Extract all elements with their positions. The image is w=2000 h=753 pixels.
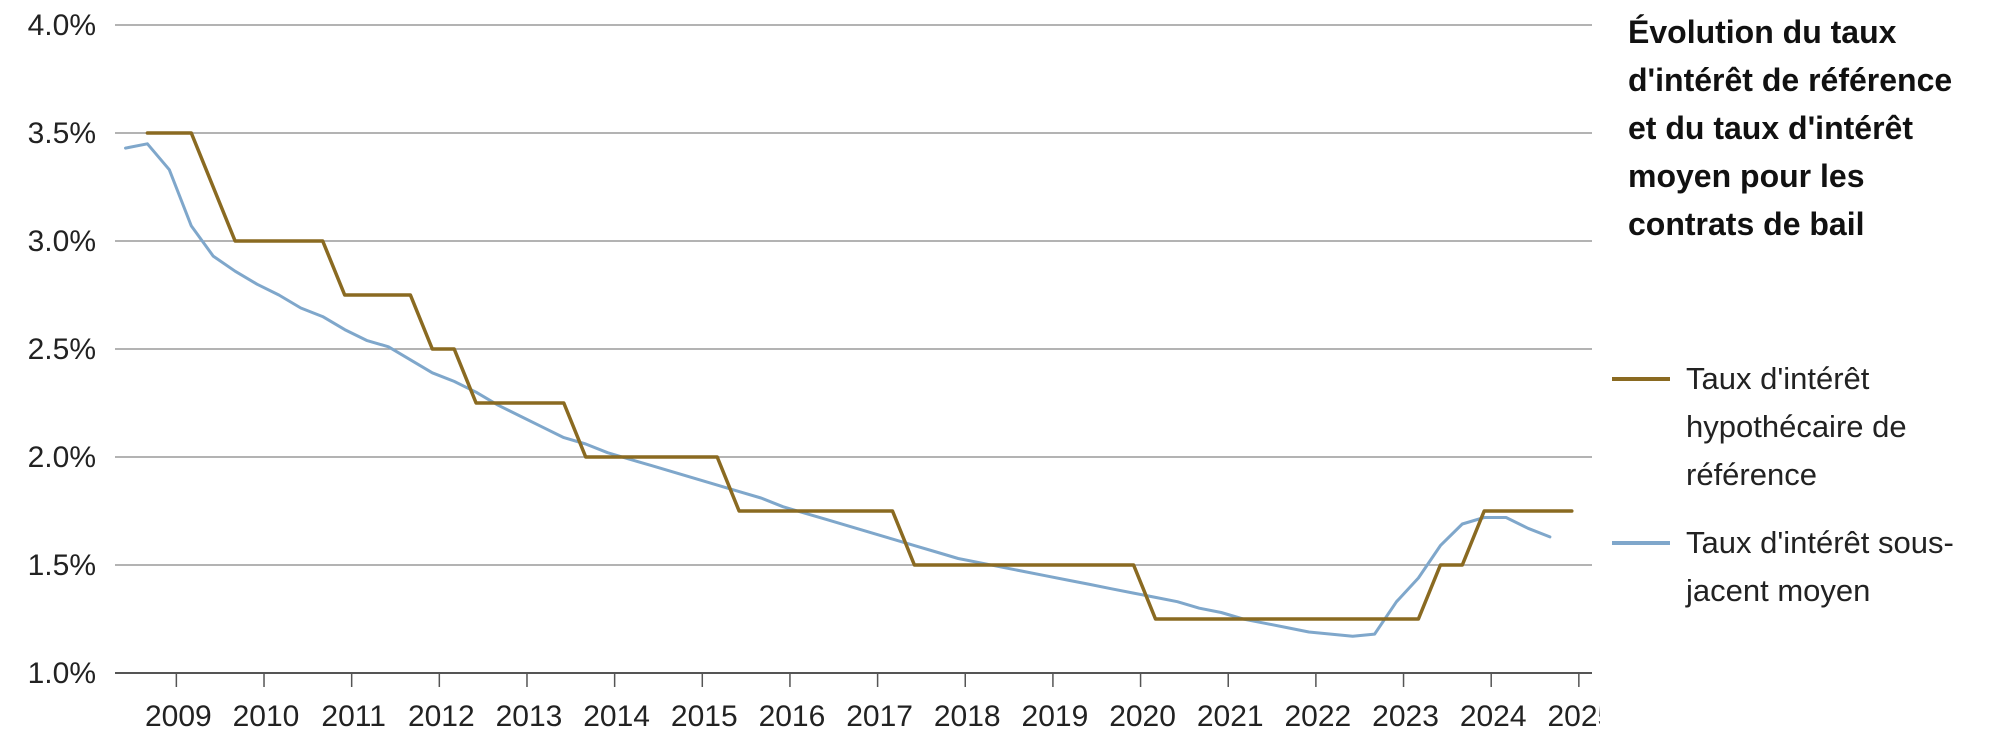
y-tick-label: 3.0% bbox=[28, 225, 96, 258]
y-tick-label: 1.5% bbox=[28, 549, 96, 582]
legend-label-reference-rate: Taux d'intérêt hypothécaire de référence bbox=[1686, 361, 1907, 492]
x-tick-label: 2025 bbox=[1547, 700, 1600, 733]
x-tick-label: 2024 bbox=[1460, 700, 1527, 733]
x-tick-label: 2017 bbox=[846, 700, 913, 733]
y-tick-label: 2.5% bbox=[28, 333, 96, 366]
x-tick-label: 2016 bbox=[759, 700, 826, 733]
y-tick-label: 3.5% bbox=[28, 117, 96, 150]
x-tick-label: 2015 bbox=[671, 700, 738, 733]
chart-legend: Taux d'intérêt hypothécaire de référence… bbox=[1612, 355, 2000, 635]
series-line-average-rate bbox=[124, 142, 1552, 638]
x-tick-label: 2010 bbox=[233, 700, 300, 733]
x-tick-label: 2020 bbox=[1109, 700, 1176, 733]
x-tick-label: 2022 bbox=[1285, 700, 1352, 733]
x-tick-label: 2009 bbox=[145, 700, 212, 733]
y-tick-label: 2.0% bbox=[28, 441, 96, 474]
legend-item-average-rate: Taux d'intérêt sous-jacent moyen bbox=[1612, 519, 2000, 615]
x-tick-label: 2019 bbox=[1022, 700, 1089, 733]
x-tick-label: 2021 bbox=[1197, 700, 1264, 733]
legend-label-average-rate: Taux d'intérêt sous-jacent moyen bbox=[1686, 525, 1954, 608]
x-tick-label: 2018 bbox=[934, 700, 1001, 733]
x-tick-label: 2023 bbox=[1372, 700, 1439, 733]
x-tick-label: 2011 bbox=[321, 700, 386, 733]
legend-swatch-average-rate bbox=[1612, 541, 1670, 545]
series-line-reference-rate bbox=[145, 131, 1574, 621]
chart-title: Évolution du taux d'intérêt de référence… bbox=[1628, 14, 1953, 242]
legend-item-reference-rate: Taux d'intérêt hypothécaire de référence bbox=[1612, 355, 2000, 499]
y-tick-label: 4.0% bbox=[28, 9, 96, 42]
x-tick-label: 2012 bbox=[408, 700, 475, 733]
x-tick-label: 2013 bbox=[496, 700, 563, 733]
line-chart: 1.0% 1.5% 2.0% 2.5% 3.0% 3.5% 4.0% 2009 2010 2011… bbox=[28, 9, 1600, 733]
y-tick-label: 1.0% bbox=[28, 657, 96, 690]
legend-swatch-reference-rate bbox=[1612, 377, 1670, 381]
x-tick-label: 2014 bbox=[583, 700, 650, 733]
